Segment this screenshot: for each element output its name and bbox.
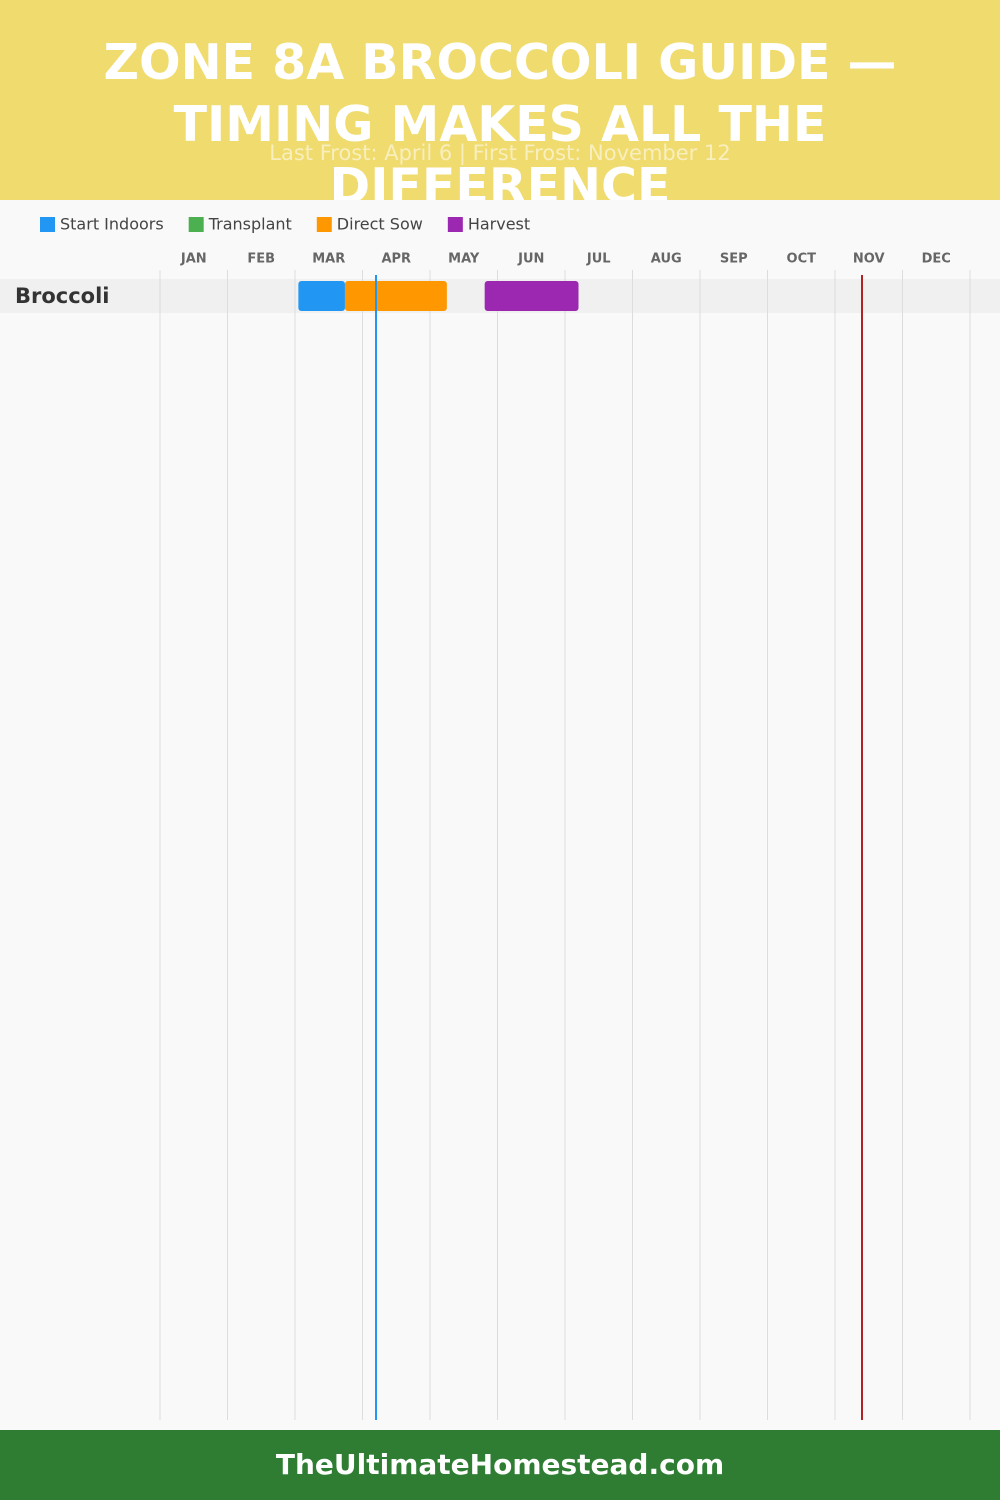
x-tick-label: JAN (180, 252, 207, 267)
x-tick-label: MAY (448, 252, 480, 267)
row-label: Broccoli (15, 284, 110, 308)
x-tick-label: DEC (922, 252, 951, 267)
bar (298, 281, 345, 311)
legend-label: Start Indoors (60, 215, 164, 234)
legend-label: Transplant (208, 215, 292, 234)
legend-label: Harvest (468, 215, 530, 234)
header: Zone 8a Broccoli Guide — Timing Makes Al… (0, 0, 1000, 200)
x-tick-label: APR (381, 252, 411, 267)
x-tick-label: FEB (247, 252, 275, 267)
x-tick-label: AUG (651, 252, 682, 267)
legend-label: Direct Sow (337, 215, 423, 234)
x-tick-label: NOV (853, 252, 885, 267)
x-tick-label: SEP (720, 252, 748, 267)
x-tick-label: MAR (312, 252, 345, 267)
chart-subtitle: Last Frost: April 6 | First Frost: Novem… (269, 141, 731, 165)
footer: TheUltimateHomestead.com (0, 1430, 1000, 1500)
bar (484, 281, 579, 311)
x-tick-label: JUN (517, 252, 544, 267)
x-tick-label: OCT (787, 252, 817, 267)
x-tick-label: JUL (586, 252, 611, 267)
legend-swatch (188, 217, 204, 232)
chart-title: Zone 8a Broccoli Guide — Timing Makes Al… (103, 34, 897, 200)
legend-swatch (40, 217, 55, 232)
bar (344, 281, 447, 311)
legend-swatch (316, 217, 332, 232)
legend-swatch (447, 217, 463, 232)
